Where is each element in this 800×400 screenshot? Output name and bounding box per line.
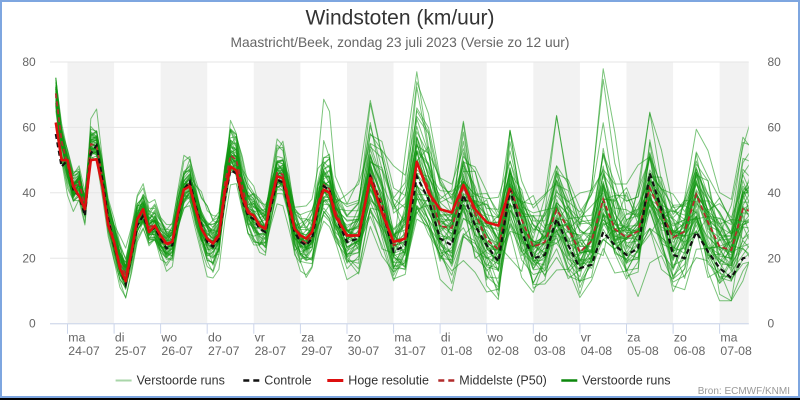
svg-text:29-07: 29-07	[301, 344, 333, 358]
svg-text:Bron: ECMWF/KNMI: Bron: ECMWF/KNMI	[698, 386, 790, 397]
svg-text:25-07: 25-07	[115, 344, 147, 358]
svg-text:31-07: 31-07	[394, 344, 426, 358]
svg-text:wo: wo	[160, 331, 177, 345]
svg-text:03-08: 03-08	[534, 344, 566, 358]
svg-text:40: 40	[22, 186, 36, 200]
svg-text:ma: ma	[720, 331, 737, 345]
svg-text:Verstoorde runs: Verstoorde runs	[582, 374, 670, 388]
svg-text:wo: wo	[487, 331, 504, 345]
svg-text:za: za	[301, 331, 314, 345]
svg-text:0: 0	[768, 317, 775, 331]
svg-text:ma: ma	[394, 331, 411, 345]
svg-text:20: 20	[22, 251, 36, 265]
svg-text:Verstoorde runs: Verstoorde runs	[137, 374, 225, 388]
svg-text:Middelste (P50): Middelste (P50)	[459, 374, 547, 388]
svg-text:01-08: 01-08	[441, 344, 473, 358]
svg-text:80: 80	[22, 55, 36, 69]
svg-text:07-08: 07-08	[720, 344, 752, 358]
svg-text:04-08: 04-08	[581, 344, 613, 358]
svg-text:05-08: 05-08	[627, 344, 659, 358]
svg-text:do: do	[534, 331, 548, 345]
svg-text:60: 60	[22, 120, 36, 134]
svg-text:40: 40	[768, 186, 782, 200]
svg-text:06-08: 06-08	[674, 344, 706, 358]
svg-text:zo: zo	[348, 331, 361, 345]
svg-text:20: 20	[768, 251, 782, 265]
svg-text:di: di	[441, 331, 451, 345]
svg-text:Maastricht/Beek, zondag 23 jul: Maastricht/Beek, zondag 23 juli 2023 (Ve…	[231, 35, 570, 50]
svg-text:vr: vr	[255, 331, 265, 345]
svg-text:80: 80	[768, 55, 782, 69]
svg-text:30-07: 30-07	[348, 344, 380, 358]
svg-text:0: 0	[29, 317, 36, 331]
svg-text:27-07: 27-07	[208, 344, 240, 358]
svg-text:zo: zo	[674, 331, 687, 345]
svg-text:za: za	[627, 331, 640, 345]
svg-text:Controle: Controle	[264, 374, 311, 388]
svg-text:do: do	[208, 331, 222, 345]
svg-text:60: 60	[768, 120, 782, 134]
svg-text:26-07: 26-07	[161, 344, 193, 358]
svg-text:ma: ma	[68, 331, 85, 345]
svg-text:02-08: 02-08	[488, 344, 520, 358]
svg-text:di: di	[115, 331, 125, 345]
svg-text:Hoge resolutie: Hoge resolutie	[348, 374, 429, 388]
svg-text:Windstoten (km/uur): Windstoten (km/uur)	[305, 7, 494, 30]
svg-text:24-07: 24-07	[68, 344, 100, 358]
svg-text:vr: vr	[581, 331, 591, 345]
svg-text:28-07: 28-07	[255, 344, 287, 358]
